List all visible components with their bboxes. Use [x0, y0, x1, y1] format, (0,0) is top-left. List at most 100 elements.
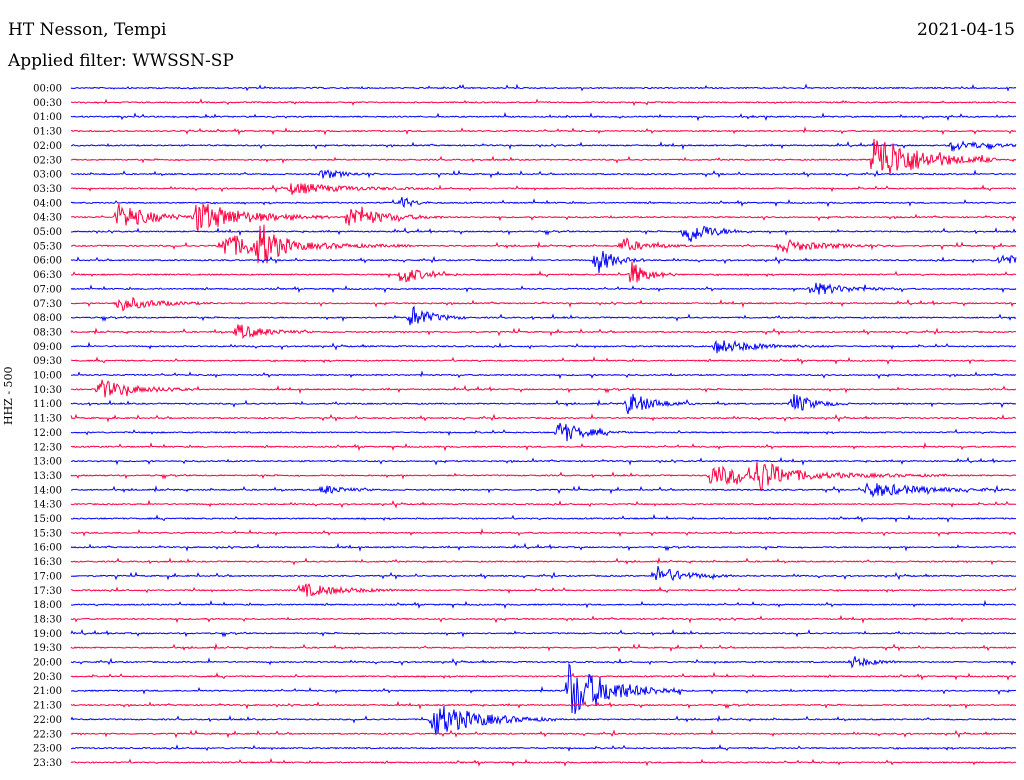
tick-label-1900: 19:00: [33, 629, 62, 640]
tick-label-2100: 21:00: [33, 686, 62, 697]
tick-label-2000: 20:00: [33, 658, 62, 669]
tick-label-2300: 23:00: [33, 744, 62, 755]
trace-0800: [70, 305, 1017, 326]
trace-0600: [70, 250, 1017, 273]
tick-label-0230: 02:30: [33, 155, 62, 166]
trace-1930: [70, 642, 1017, 653]
trace-0530: [70, 224, 1017, 264]
tick-label-0730: 07:30: [33, 299, 62, 310]
trace-1000: [71, 370, 1016, 380]
trace-1200: [70, 422, 1017, 442]
trace-0500: [71, 225, 1017, 242]
trace-2200: [70, 705, 1017, 735]
trace-1700: [70, 565, 1017, 582]
trace-0700: [70, 282, 1017, 295]
tick-label-0500: 05:00: [33, 227, 62, 238]
trace-0900: [71, 339, 1017, 354]
tick-label-1600: 16:00: [33, 543, 62, 554]
tick-label-0330: 03:30: [33, 184, 62, 195]
tick-label-1000: 10:00: [33, 371, 62, 382]
trace-1100: [70, 393, 1017, 415]
trace-2330: [70, 757, 1017, 767]
trace-1630: [70, 556, 1017, 566]
tick-label-1330: 13:30: [33, 471, 62, 482]
trace-0130: [70, 126, 1017, 136]
trace-1400: [70, 482, 1017, 498]
tick-label-0600: 06:00: [33, 256, 62, 267]
station-title: HT Nesson, Tempi: [8, 20, 167, 40]
trace-1430: [70, 499, 1017, 509]
tick-label-0900: 09:00: [33, 342, 62, 353]
tick-label-0430: 04:30: [33, 213, 62, 224]
tick-label-1400: 14:00: [33, 485, 62, 496]
tick-label-0830: 08:30: [33, 327, 62, 338]
trace-2100: [70, 662, 1016, 715]
trace-0430: [71, 202, 1017, 232]
tick-label-0930: 09:30: [33, 356, 62, 367]
trace-1230: [70, 442, 1017, 452]
trace-0100: [70, 111, 1017, 122]
time-tick-labels: 00:00 00:30 01:00 01:30 02:00 02:30 03:00 03:30…: [33, 84, 62, 769]
trace-1330: [70, 460, 1017, 492]
tick-label-2130: 21:30: [33, 701, 62, 712]
trace-1130: [70, 413, 1017, 423]
trace-1500: [70, 513, 1017, 523]
tick-label-1800: 18:00: [33, 600, 62, 611]
tick-label-1700: 17:00: [33, 571, 62, 582]
trace-0000: [70, 83, 1017, 92]
tick-label-0200: 02:00: [33, 141, 62, 152]
tick-label-2200: 22:00: [33, 715, 62, 726]
tick-label-1500: 15:00: [33, 514, 62, 525]
seismic-traces: [70, 83, 1017, 767]
trace-2130: [70, 700, 1017, 710]
trace-0300: [70, 169, 1017, 179]
tick-label-0030: 00:30: [33, 98, 62, 109]
trace-2030: [70, 671, 1017, 681]
trace-1830: [70, 614, 1017, 624]
tick-label-0100: 01:00: [33, 112, 62, 123]
tick-label-1230: 12:30: [33, 442, 62, 453]
tick-label-1930: 19:30: [33, 643, 62, 654]
tick-label-1730: 17:30: [33, 586, 62, 597]
tick-label-2330: 23:30: [33, 758, 62, 769]
trace-0230: [70, 138, 1017, 175]
trace-0030: [70, 98, 1017, 107]
tick-label-2230: 22:30: [33, 729, 62, 740]
tick-label-1300: 13:00: [33, 457, 62, 468]
trace-1030: [71, 379, 1017, 398]
tick-label-2030: 20:30: [33, 672, 62, 683]
tick-label-1100: 11:00: [33, 399, 62, 410]
tick-label-0800: 08:00: [33, 313, 62, 324]
tick-label-1830: 18:30: [33, 614, 62, 625]
trace-0930: [70, 355, 1017, 366]
trace-1600: [70, 542, 1017, 552]
trace-2300: [70, 743, 1017, 752]
tick-label-1030: 10:30: [33, 385, 62, 396]
trace-0730: [70, 296, 1017, 312]
tick-label-0630: 06:30: [33, 270, 62, 281]
trace-2000: [70, 656, 1017, 669]
trace-1730: [71, 583, 1017, 597]
trace-1300: [70, 456, 1017, 466]
trace-1800: [70, 599, 1017, 610]
tick-label-0530: 05:30: [33, 241, 62, 252]
tick-label-1630: 16:30: [33, 557, 62, 568]
tick-label-0000: 00:00: [33, 84, 62, 95]
tick-label-1130: 11:30: [33, 414, 62, 425]
trace-0630: [70, 261, 1017, 283]
tick-label-1530: 15:30: [33, 528, 62, 539]
date-label: 2021-04-15: [916, 20, 1015, 40]
tick-label-1430: 14:30: [33, 500, 62, 511]
tick-label-0700: 07:00: [33, 284, 62, 295]
tick-label-1200: 12:00: [33, 428, 62, 439]
tick-label-0130: 01:30: [33, 127, 62, 138]
trace-2230: [70, 729, 1017, 739]
trace-0830: [70, 324, 1017, 340]
trace-1530: [70, 528, 1017, 538]
tick-label-0400: 04:00: [33, 198, 62, 209]
trace-0400: [70, 197, 1017, 209]
trace-1900: [70, 628, 1017, 638]
trace-0330: [71, 183, 1017, 195]
filter-label: Applied filter: WWSSN-SP: [8, 51, 234, 71]
